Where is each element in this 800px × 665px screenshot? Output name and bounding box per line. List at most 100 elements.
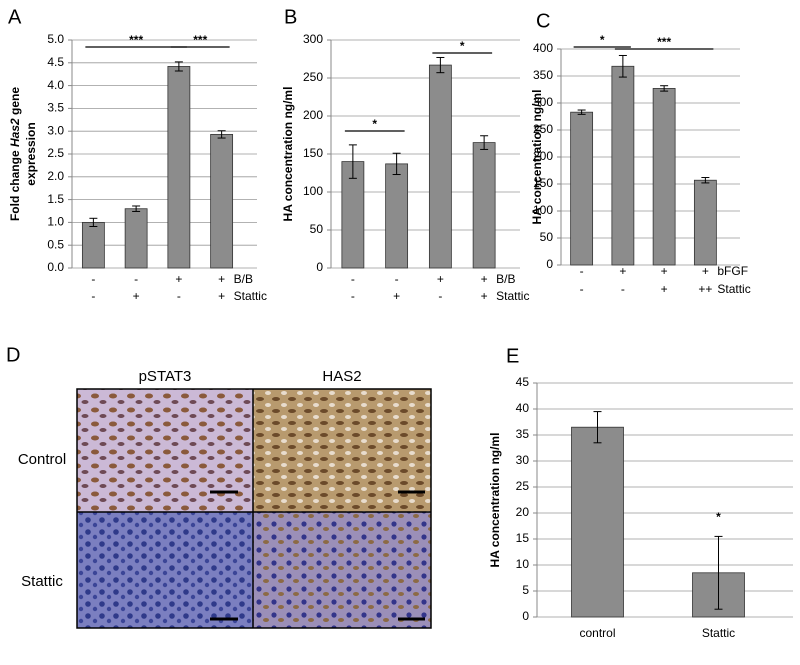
y-tick-label: 25	[516, 479, 530, 493]
condition-sign: +	[702, 264, 709, 278]
y-tick-label: 200	[533, 149, 553, 163]
condition-sign: -	[351, 289, 355, 303]
y-tick-label: 0.5	[47, 237, 64, 251]
condition-sign: -	[621, 282, 625, 296]
y-tick-label: 4.5	[47, 55, 64, 69]
x-tick-label: Stattic	[702, 626, 735, 640]
significance-label: ***	[657, 35, 671, 49]
condition-sign: -	[580, 264, 584, 278]
y-axis-label-part: expression	[24, 122, 38, 185]
condition-name: Stattic	[496, 289, 529, 303]
bar	[428, 64, 452, 269]
y-tick-label: 3.0	[47, 123, 64, 137]
y-tick-label: 400	[533, 41, 553, 55]
bar	[472, 142, 496, 269]
y-tick-label: 1.5	[47, 192, 64, 206]
condition-sign: -	[134, 272, 138, 286]
significance-label: *	[600, 33, 605, 47]
condition-sign: +	[481, 272, 488, 286]
panel-label: A	[8, 6, 22, 28]
y-tick-label: 200	[303, 108, 323, 122]
y-tick-label: 350	[533, 68, 553, 82]
y-axis-label-part: HA concentration ng/ml	[488, 433, 502, 568]
y-axis-label-part: gene	[8, 87, 22, 115]
bar	[81, 221, 105, 269]
y-tick-label: 0.0	[47, 260, 64, 274]
y-axis-label-part: Fold change	[8, 150, 22, 221]
image-frame	[76, 388, 432, 629]
condition-sign: +	[218, 289, 225, 303]
significance-label: ***	[193, 33, 207, 47]
y-tick-label: 30	[516, 453, 530, 467]
y-tick-label: 4.0	[47, 78, 64, 92]
y-axis-label: expression	[24, 122, 38, 185]
bar	[385, 163, 409, 269]
y-axis-label-part: HA concentration ng/ml	[530, 90, 544, 225]
y-axis-label-part: HA concentration ng/ml	[281, 87, 295, 222]
bar	[570, 111, 594, 266]
bar	[611, 65, 635, 266]
condition-sign: +	[437, 272, 444, 286]
micrograph	[253, 389, 431, 512]
significance-label: ***	[129, 33, 143, 47]
micrograph	[77, 512, 253, 628]
condition-sign: ++	[698, 282, 712, 296]
bar	[652, 88, 676, 266]
y-tick-label: 20	[516, 505, 530, 519]
y-tick-label: 150	[303, 146, 323, 160]
significance-label: *	[460, 39, 465, 53]
y-axis-label: HA concentration ng/ml	[488, 433, 502, 568]
condition-name: Stattic	[234, 289, 267, 303]
y-tick-label: 300	[303, 32, 323, 46]
panel-label: D	[6, 344, 20, 366]
condition-sign: +	[661, 282, 668, 296]
bar	[124, 208, 148, 269]
y-tick-label: 1.0	[47, 215, 64, 229]
y-tick-label: 2.5	[47, 146, 64, 160]
y-tick-label: 50	[540, 230, 554, 244]
condition-sign: -	[438, 289, 442, 303]
y-tick-label: 300	[533, 95, 553, 109]
micrograph	[253, 512, 431, 628]
y-tick-label: 5.0	[47, 32, 64, 46]
condition-name: B/B	[234, 272, 253, 286]
column-label: pSTAT3	[139, 368, 192, 385]
condition-name: Stattic	[717, 282, 750, 296]
bar	[571, 426, 624, 618]
row-label: Control	[18, 451, 66, 468]
y-tick-label: 35	[516, 427, 530, 441]
y-tick-label: 100	[303, 184, 323, 198]
condition-sign: +	[393, 289, 400, 303]
bar	[693, 179, 717, 266]
significance-label: *	[372, 117, 377, 131]
y-tick-label: 0	[522, 609, 529, 623]
condition-sign: +	[661, 264, 668, 278]
y-tick-label: 10	[516, 557, 530, 571]
condition-sign: -	[580, 282, 584, 296]
y-tick-label: 250	[303, 70, 323, 84]
column-label: HAS2	[322, 368, 361, 385]
y-tick-label: 150	[533, 176, 553, 190]
condition-name: B/B	[496, 272, 515, 286]
bar	[167, 66, 191, 269]
condition-sign: -	[177, 289, 181, 303]
y-tick-label: 3.5	[47, 101, 64, 115]
y-tick-label: 100	[533, 203, 553, 217]
y-tick-label: 2.0	[47, 169, 64, 183]
y-tick-label: 45	[516, 375, 530, 389]
condition-sign: +	[481, 289, 488, 303]
panel-label: B	[284, 6, 297, 28]
y-tick-label: 0	[316, 260, 323, 274]
condition-sign: -	[91, 289, 95, 303]
condition-sign: +	[175, 272, 182, 286]
y-tick-label: 5	[522, 583, 529, 597]
condition-sign: -	[395, 272, 399, 286]
y-axis-label: HA concentration ng/ml	[530, 90, 544, 225]
significance-label: *	[716, 510, 721, 524]
image-panel: D pSTAT3 HAS2 Control Stattic	[6, 344, 432, 629]
condition-sign: -	[351, 272, 355, 286]
condition-name: bFGF	[717, 264, 748, 278]
y-tick-label: 40	[516, 401, 530, 415]
condition-sign: +	[619, 264, 626, 278]
